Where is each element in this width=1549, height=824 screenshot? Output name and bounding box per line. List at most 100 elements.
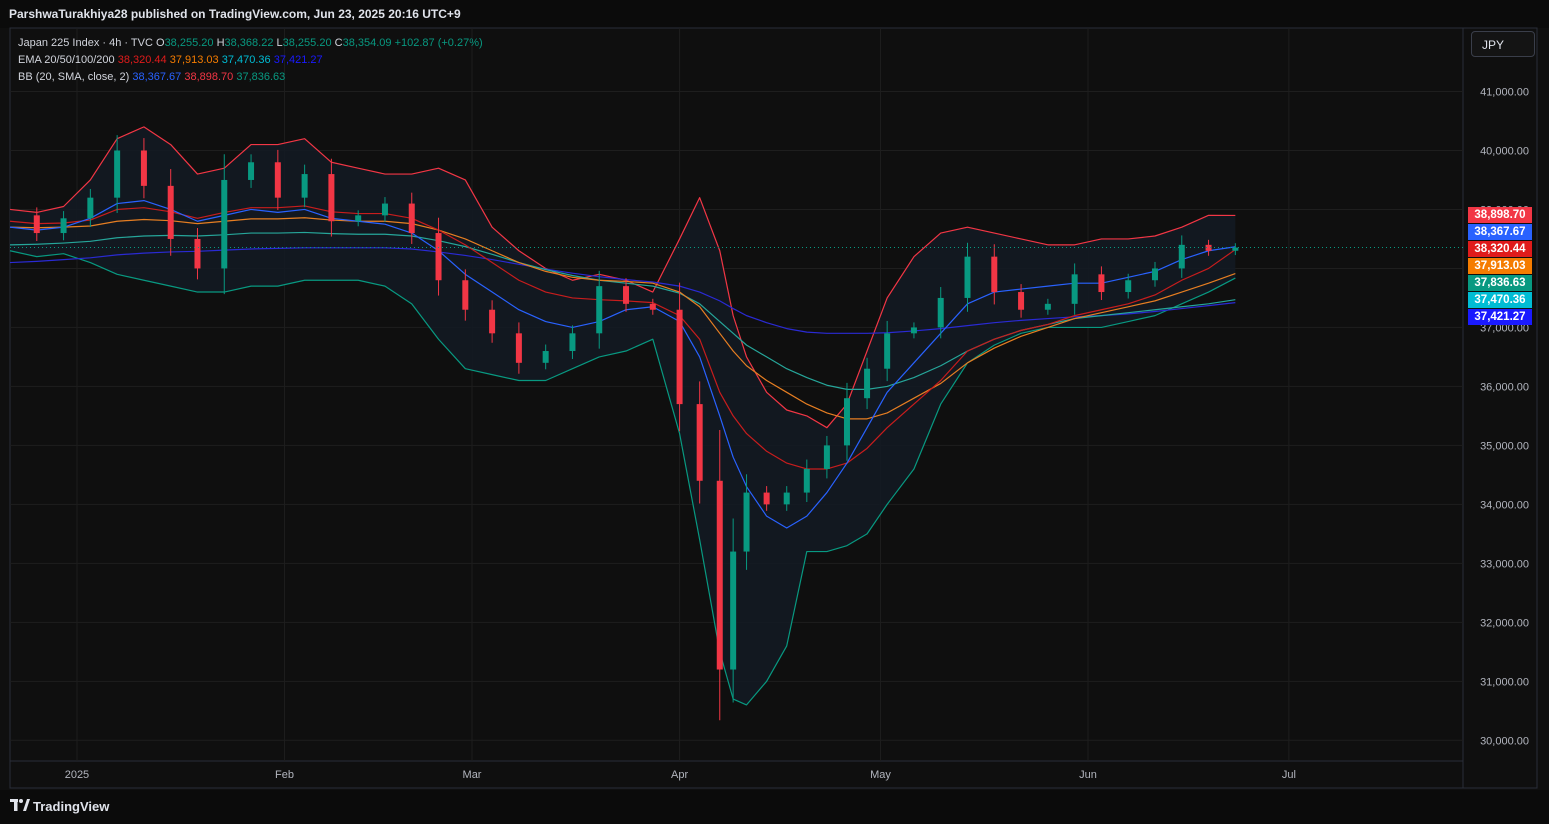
candle-body <box>696 404 703 481</box>
footer-bar <box>0 790 1549 824</box>
candle-body <box>730 551 737 670</box>
currency-button[interactable]: JPY <box>1471 31 1535 57</box>
candle-body <box>910 327 917 334</box>
candle-body <box>489 309 496 334</box>
candle-body <box>328 174 335 222</box>
published-bar: ParshwaTurakhiya28 published on TradingV… <box>0 0 1549 28</box>
legend-bb-basis-value: 38,367.67 <box>132 71 182 83</box>
ema200-line <box>9 247 1236 334</box>
candle-body <box>60 218 67 234</box>
legend-bb-row: BB (20, SMA, close, 2) 38,367.67 38,898.… <box>18 69 483 86</box>
x-tick-label: Feb <box>275 769 294 781</box>
y-tick-label: 30,000.00 <box>1480 735 1529 747</box>
x-tick-label: Jun <box>1079 769 1097 781</box>
bb-upper-line <box>9 126 1236 429</box>
y-tick-label: 36,000.00 <box>1480 381 1529 393</box>
y-tick-label: 41,000.00 <box>1480 86 1529 98</box>
candle-body <box>87 197 94 219</box>
legend-bb-lower-value: 37,836.63 <box>236 71 286 83</box>
x-tick-label: Apr <box>671 769 688 781</box>
tradingview-brand[interactable]: TradingView <box>33 799 110 814</box>
legend-open-label: O <box>156 37 165 49</box>
legend-ohlc-row: Japan 225 Index · 4h · TVC O38,255.20 H3… <box>18 35 483 52</box>
legend-low-label: L <box>276 37 283 49</box>
candle-body <box>167 185 174 239</box>
candle-body <box>1205 244 1212 251</box>
tradingview-logo-icon[interactable] <box>10 798 30 812</box>
legend-bb-upper-value: 38,898.70 <box>184 71 234 83</box>
bb-band-fill <box>10 126 1236 705</box>
y-tick-label: 35,000.00 <box>1480 440 1529 452</box>
candle-body <box>33 215 40 234</box>
candle-body <box>649 303 656 310</box>
x-tick-label: 2025 <box>65 769 89 781</box>
chart-legend: Japan 225 Index · 4h · TVC O38,255.20 H3… <box>18 35 483 86</box>
candle-body <box>542 351 549 363</box>
candle-body <box>763 492 770 505</box>
y-tick-label: 33,000.00 <box>1480 558 1529 570</box>
legend-symbol: Japan 225 Index · 4h · TVC <box>18 37 153 49</box>
ema20-line <box>9 205 1236 470</box>
candle-body <box>140 150 147 186</box>
candle-body <box>1098 274 1105 293</box>
candle-body <box>569 333 576 352</box>
candle-body <box>1125 280 1132 293</box>
y-tick-label: 40,000.00 <box>1480 145 1529 157</box>
price-tag: 37,836.63 <box>1468 275 1532 292</box>
published-text: ParshwaTurakhiya28 published on TradingV… <box>9 7 461 21</box>
candle-body <box>783 492 790 505</box>
candle-body <box>462 280 469 310</box>
legend-ema-row: EMA 20/50/100/200 38,320.44 37,913.03 37… <box>18 52 483 69</box>
legend-close-label: C <box>334 37 343 49</box>
candle-body <box>301 174 308 198</box>
candle-body <box>381 203 388 216</box>
candle-body <box>716 480 723 670</box>
candle-body <box>843 398 850 446</box>
price-tag: 38,320.44 <box>1468 241 1532 258</box>
price-tag: 38,367.67 <box>1468 224 1532 241</box>
legend-ema-label: EMA 20/50/100/200 <box>18 54 115 66</box>
candle-body <box>864 368 871 399</box>
candle-body <box>803 468 810 493</box>
candle-body <box>676 309 683 405</box>
legend-close-value: 38,354.09 <box>342 37 392 49</box>
price-tag: 37,913.03 <box>1468 258 1532 275</box>
candle-body <box>743 492 750 552</box>
legend-change: +102.87 (+0.27%) <box>394 37 483 49</box>
candle-body <box>1232 247 1239 251</box>
price-tag: 37,470.36 <box>1468 292 1532 309</box>
x-tick-label: Jul <box>1282 769 1296 781</box>
legend-high-label: H <box>216 37 225 49</box>
candle-body <box>114 150 121 198</box>
candle-body <box>408 203 415 234</box>
x-tick-label: Mar <box>463 769 482 781</box>
legend-low-value: 38,255.20 <box>282 37 332 49</box>
price-tag: 38,898.70 <box>1468 207 1532 224</box>
candle-body <box>1044 303 1051 310</box>
legend-ema100-value: 37,470.36 <box>221 54 271 66</box>
price-tag: 37,421.27 <box>1468 309 1532 326</box>
ema50-line <box>9 217 1236 420</box>
candle-body <box>937 297 944 328</box>
candle-body <box>248 162 255 180</box>
legend-open-value: 38,255.20 <box>164 37 214 49</box>
candle-body <box>623 286 630 304</box>
bb-lower-line <box>9 250 1236 706</box>
candle-body <box>823 445 830 469</box>
candle-body <box>515 333 522 363</box>
candle-body <box>1071 274 1078 304</box>
candle-body <box>1018 292 1025 310</box>
candle-body <box>1151 268 1158 281</box>
y-tick-label: 34,000.00 <box>1480 499 1529 511</box>
legend-ema20-value: 38,320.44 <box>117 54 167 66</box>
y-tick-label: 31,000.00 <box>1480 676 1529 688</box>
candle-body <box>355 215 362 222</box>
legend-ema200-value: 37,421.27 <box>273 54 323 66</box>
candle-body <box>596 286 603 334</box>
candle-body <box>435 233 442 281</box>
legend-bb-label: BB (20, SMA, close, 2) <box>18 71 130 83</box>
candle-body <box>964 256 971 298</box>
candle-body <box>884 333 891 369</box>
candle-body <box>1178 244 1185 269</box>
